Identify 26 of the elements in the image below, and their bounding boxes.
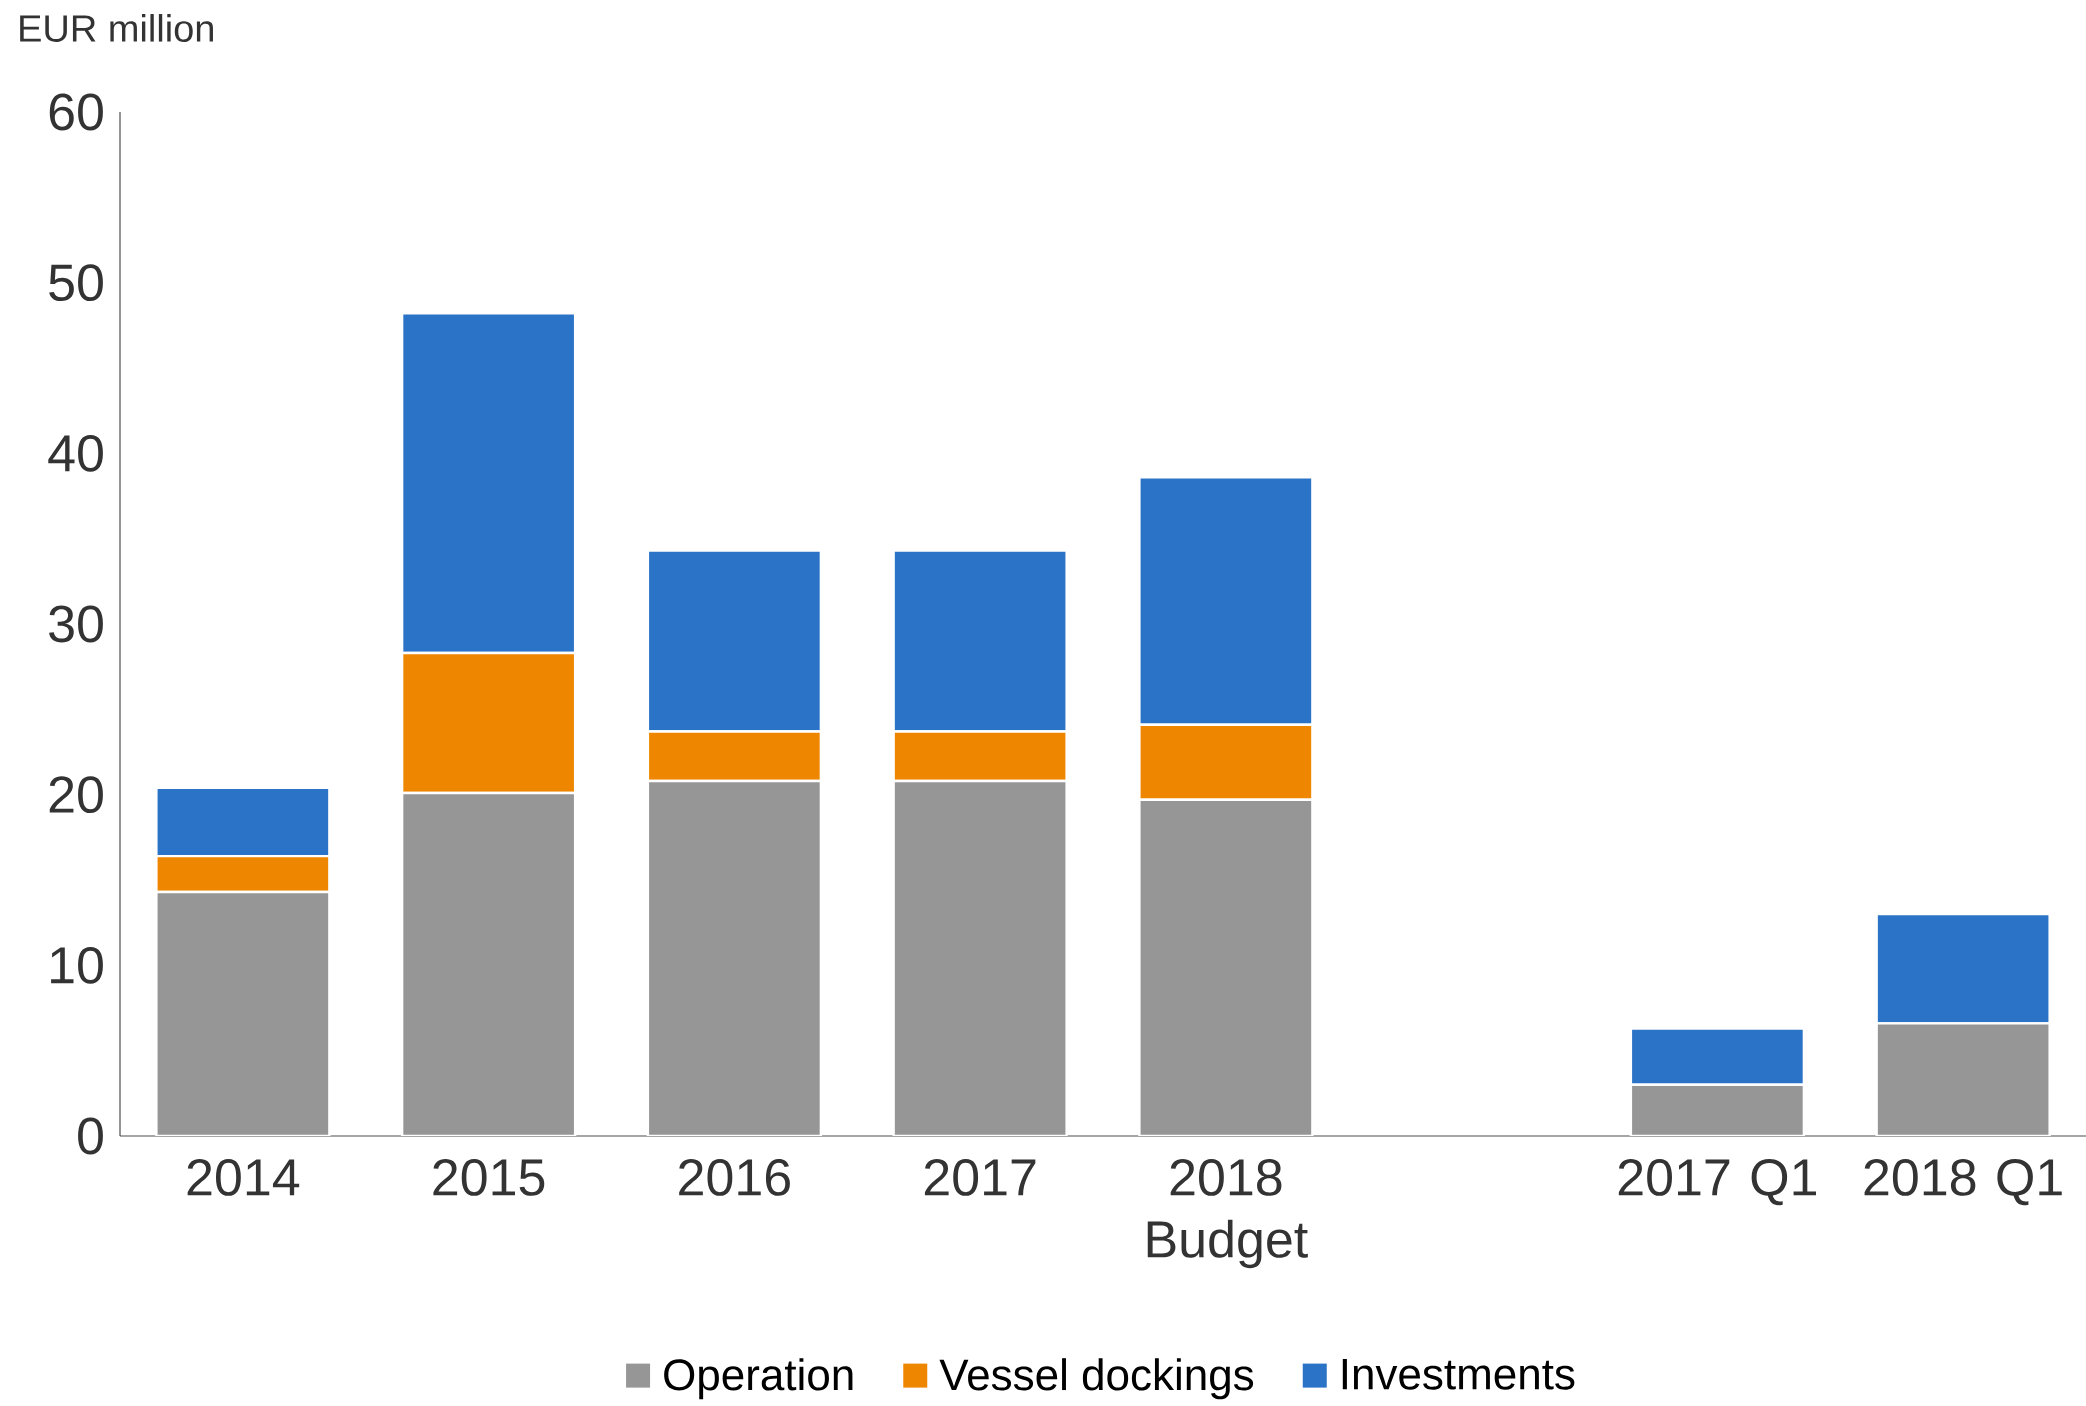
y-tick-label: 50 — [49, 264, 103, 302]
x-tick-label: 2017 Q1 — [1618, 1159, 1816, 1206]
y-tick-label: 0 — [78, 1117, 103, 1155]
legend-label: Operation — [664, 1358, 853, 1400]
x-tick-label: 2014 — [187, 1159, 300, 1196]
y-tick-label: 30 — [49, 605, 103, 643]
bar — [155, 890, 331, 1136]
y-tick-label: 20 — [49, 776, 103, 814]
bar — [1629, 1083, 1806, 1136]
bar — [1629, 1027, 1806, 1086]
bar — [400, 791, 577, 1136]
y-tick-label: 10 — [51, 946, 103, 984]
x-tick-label: 2017 — [924, 1159, 1036, 1196]
bar — [892, 779, 1068, 1136]
bar — [646, 779, 823, 1136]
legend-label: Investments — [1342, 1358, 1575, 1390]
x-tick-label: 2015 — [433, 1159, 545, 1196]
x-tick-label: 2018 Q1 — [1864, 1159, 2062, 1206]
x-tick-label: 2018 Budget — [1147, 1159, 1308, 1269]
bar — [1138, 798, 1314, 1136]
legend-label: Vessel dockings — [939, 1358, 1254, 1400]
x-tick-label: 2016 — [679, 1159, 790, 1196]
y-tick-label: 40 — [48, 434, 103, 472]
y-tick-label: 60 — [49, 93, 103, 131]
bar — [1875, 1022, 2051, 1136]
y-axis-title: EUR million — [20, 14, 213, 42]
